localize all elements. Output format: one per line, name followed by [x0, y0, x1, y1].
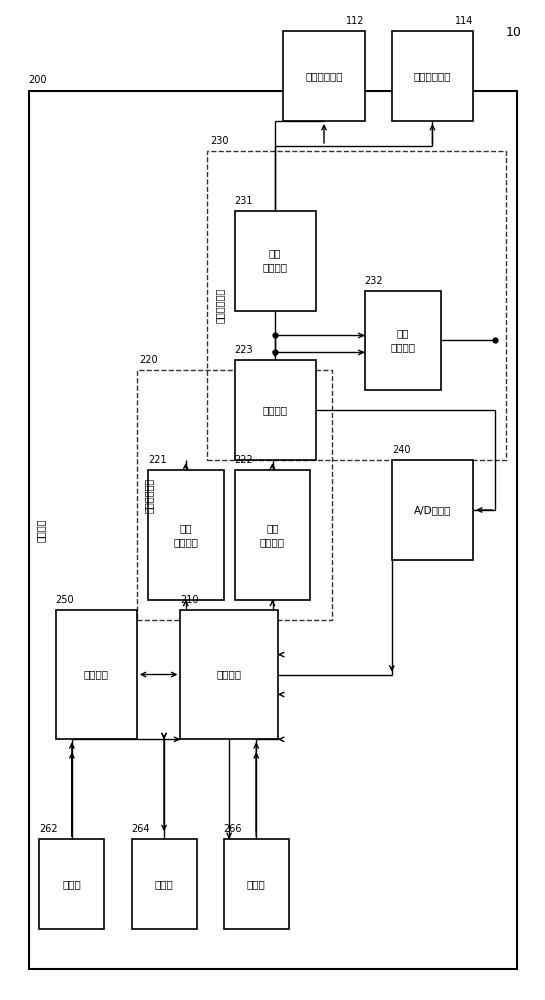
Text: 230: 230 — [210, 136, 229, 146]
Text: 存储介质: 存储介质 — [84, 670, 109, 680]
Text: 240: 240 — [392, 445, 410, 455]
Text: 210: 210 — [180, 595, 199, 605]
Text: 第二把持构件: 第二把持构件 — [414, 71, 451, 81]
Text: 264: 264 — [131, 824, 150, 834]
Bar — [223, 839, 289, 929]
Text: 波形
生成电路: 波形 生成电路 — [260, 523, 285, 547]
Text: 扬声器: 扬声器 — [247, 879, 265, 889]
Bar — [208, 151, 506, 460]
Text: 220: 220 — [140, 355, 158, 365]
Text: 231: 231 — [234, 196, 253, 206]
Text: 电源装置: 电源装置 — [35, 518, 45, 542]
Text: 输入器: 输入器 — [63, 879, 81, 889]
Bar — [131, 839, 197, 929]
Bar — [28, 91, 517, 969]
Bar — [180, 610, 278, 739]
Text: A/D转换器: A/D转换器 — [414, 505, 451, 515]
Text: 266: 266 — [223, 824, 242, 834]
Text: 电压
检测电路: 电压 检测电路 — [390, 328, 415, 352]
Text: 可变
直流电源: 可变 直流电源 — [173, 523, 198, 547]
Text: 高频电源电路: 高频电源电路 — [144, 477, 154, 513]
Bar — [56, 610, 137, 739]
Bar — [39, 839, 105, 929]
Bar — [283, 31, 365, 121]
Text: 电流
检测电路: 电流 检测电路 — [263, 249, 288, 273]
Text: 输出电路: 输出电路 — [263, 405, 288, 415]
Text: 第一把持构件: 第一把持构件 — [305, 71, 343, 81]
Text: 200: 200 — [28, 75, 47, 85]
Text: 262: 262 — [39, 824, 58, 834]
Text: 114: 114 — [455, 16, 473, 26]
Text: 控制电路: 控制电路 — [216, 670, 241, 680]
Text: 输出检测电路: 输出检测电路 — [214, 288, 225, 323]
Text: 250: 250 — [56, 595, 74, 605]
Bar — [148, 470, 223, 600]
Text: 221: 221 — [148, 455, 166, 465]
Bar — [392, 31, 473, 121]
Bar — [137, 370, 332, 620]
Bar — [392, 460, 473, 560]
Text: 显示器: 显示器 — [155, 879, 173, 889]
Text: 223: 223 — [234, 345, 253, 355]
Bar — [234, 470, 311, 600]
Text: 222: 222 — [234, 455, 253, 465]
Text: 112: 112 — [346, 16, 365, 26]
Text: 232: 232 — [365, 276, 383, 286]
Bar — [234, 211, 316, 311]
Bar — [365, 291, 440, 390]
Bar — [234, 360, 316, 460]
Text: 10: 10 — [506, 26, 522, 39]
